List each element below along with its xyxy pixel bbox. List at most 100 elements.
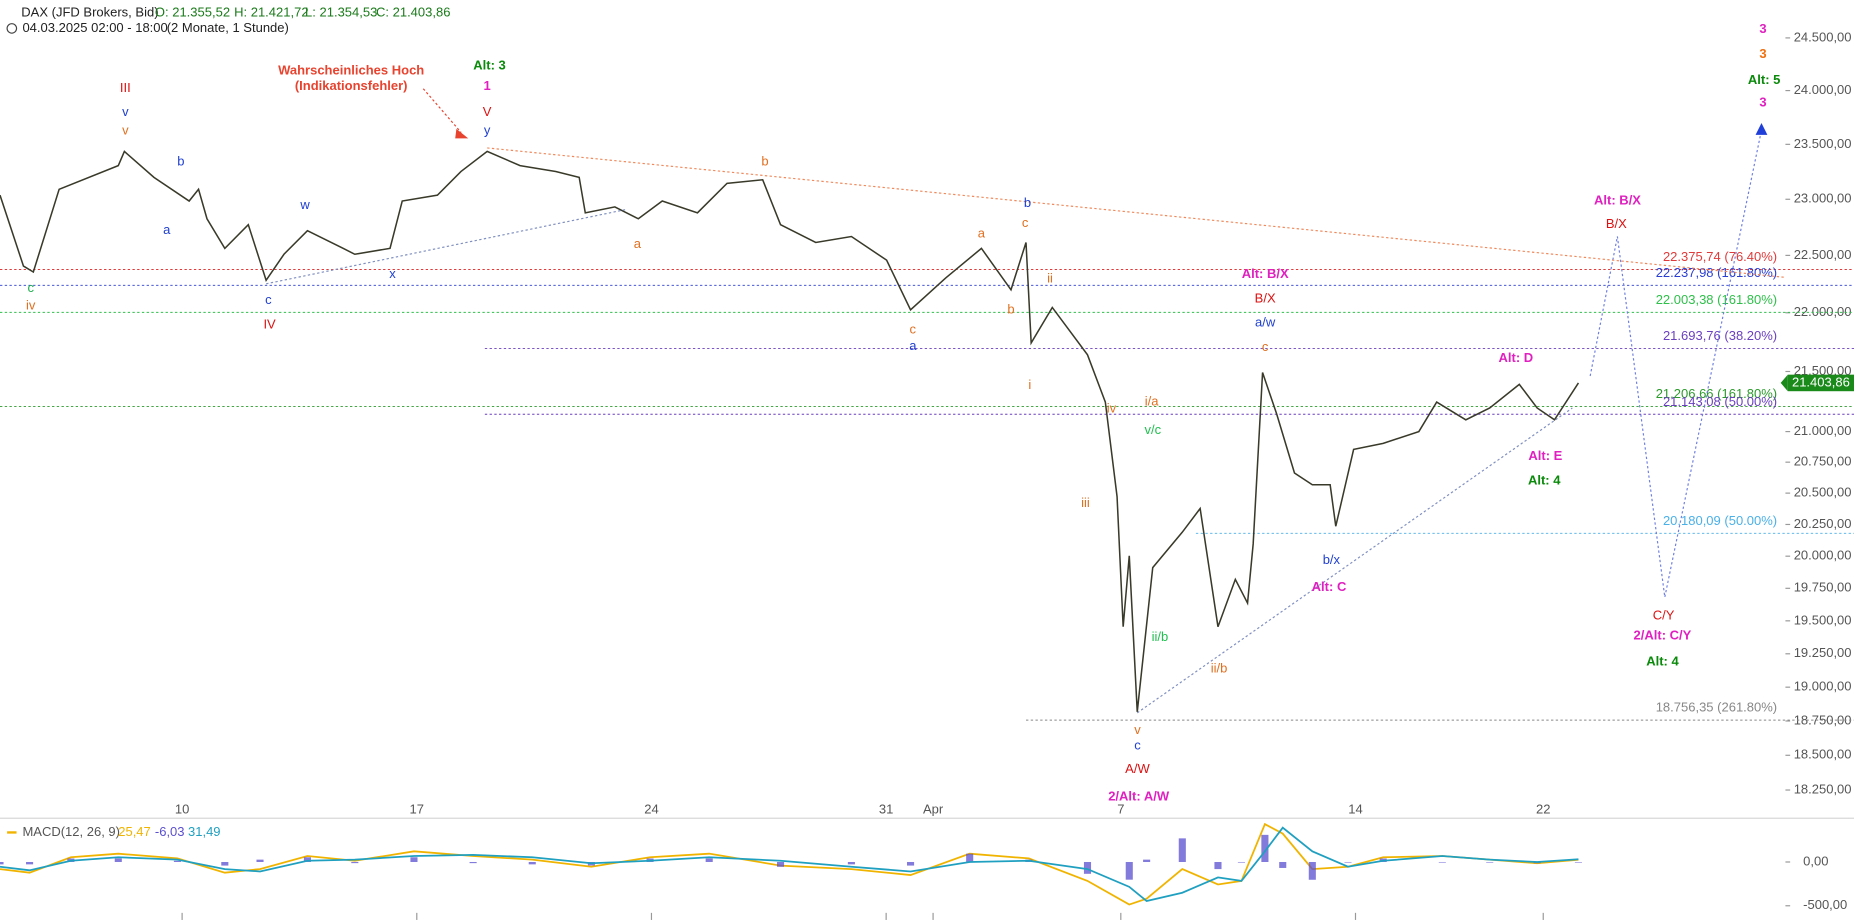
wave-label: c [265, 292, 272, 307]
wave-label: A/W [1125, 761, 1150, 776]
macd-histogram-bar [1486, 861, 1494, 863]
wave-label: a/w [1255, 314, 1276, 329]
wave-label: iv [1107, 401, 1117, 416]
fib-label: 22.003,38 (161.80%) [1656, 292, 1777, 307]
macd-y-tick-label: -500,00 [1803, 897, 1847, 912]
y-tick-label: 18.500,00 [1794, 747, 1852, 762]
x-tick-label: 17 [410, 801, 424, 816]
x-tick-label: 14 [1348, 801, 1362, 816]
projection-line [1136, 407, 1573, 714]
macd-histogram-bar [410, 857, 418, 862]
macd-histogram-bar [705, 858, 713, 862]
macd-histogram-bar [26, 861, 34, 865]
y-tick-label: 23.000,00 [1794, 191, 1852, 206]
wave-label: V [483, 104, 492, 119]
macd-histogram-bar [1083, 861, 1092, 874]
wave-label: ii/b [1211, 661, 1228, 676]
wave-label: c [27, 280, 34, 295]
wave-label: v [122, 104, 129, 119]
projection-line [266, 208, 627, 285]
wave-label: c [910, 321, 917, 336]
y-tick-label: 24.500,00 [1794, 29, 1852, 44]
y-tick-label: 20.750,00 [1794, 454, 1852, 469]
y-tick-label: 22.500,00 [1794, 247, 1852, 262]
wave-label: Alt: 5 [1748, 72, 1781, 87]
macd-histogram-bar [1143, 859, 1151, 862]
macd-histogram-bar [776, 861, 785, 867]
wave-label: Wahrscheinliches Hoch [278, 62, 424, 77]
macd-histogram-bar [1125, 861, 1133, 880]
macd-histogram-bar [1261, 834, 1269, 862]
x-tick-label: 24 [644, 801, 658, 816]
wave-label: c [1134, 738, 1141, 753]
macd-histogram-bar [966, 853, 974, 862]
wave-label: Alt: E [1528, 448, 1562, 463]
wave-label: b [761, 153, 768, 168]
wave-label: b/x [1323, 552, 1341, 567]
wave-label: 2/Alt: A/W [1108, 788, 1170, 803]
wave-label: a [634, 236, 642, 251]
wave-label: iv [26, 298, 36, 313]
wave-label: w [299, 197, 310, 212]
fib-label: 21.693,76 (38.20%) [1663, 328, 1777, 343]
x-tick-label: 7 [1117, 801, 1124, 816]
clock-icon [6, 23, 18, 34]
wave-label: Alt: B/X [1594, 192, 1641, 207]
wave-label: b [1024, 195, 1031, 210]
macd-histogram-bar [1438, 861, 1446, 863]
last-price-tag [1787, 374, 1854, 392]
fib-label: 22.237,98 (161.80%) [1656, 265, 1777, 280]
fib-label: 20.180,09 (50.00%) [1663, 513, 1777, 528]
wave-label: v [1134, 722, 1141, 737]
macd-line [0, 826, 1579, 903]
wave-label: B/X [1606, 216, 1627, 231]
ohlc-open: O: 21.355,52 [155, 4, 230, 19]
y-tick-label: 22.000,00 [1794, 304, 1852, 319]
y-tick-label: 21.500,00 [1794, 363, 1852, 378]
macd-histogram-bar [1214, 861, 1222, 870]
macd-value-label: 25,47 [118, 824, 151, 839]
projection-line [1589, 130, 1763, 598]
y-tick-label: 20.000,00 [1794, 548, 1852, 563]
wave-label: Alt: D [1498, 350, 1533, 365]
wave-label: b [1007, 301, 1014, 316]
macd-histogram-bar [1344, 861, 1352, 863]
wave-label: Alt: B/X [1242, 266, 1289, 281]
last-price-pointer [1780, 374, 1788, 392]
y-tick-label: 21.000,00 [1794, 423, 1852, 438]
arrow-head [1755, 123, 1768, 135]
wave-label: Alt: 4 [1528, 473, 1561, 488]
x-tick-label: 22 [1536, 801, 1550, 816]
wave-label: C/Y [1653, 608, 1675, 623]
wave-label: B/X [1255, 291, 1276, 306]
wave-label: y [484, 123, 491, 138]
price-line [0, 150, 1580, 712]
macd-histogram-bar [1178, 838, 1186, 862]
symbol: DAX (JFD Brokers, Bid) [21, 4, 158, 19]
wave-label: 3 [1759, 21, 1766, 36]
y-tick-label: 19.500,00 [1794, 612, 1852, 627]
y-tick-label: 18.250,00 [1794, 781, 1852, 796]
wave-label: iii [1081, 495, 1090, 510]
wave-label: 3 [1759, 46, 1766, 61]
wave-label: i/a [1145, 394, 1160, 409]
y-tick-label: 19.250,00 [1794, 645, 1852, 660]
fib-label: 22.375,74 (76.40%) [1663, 249, 1777, 264]
wave-label: ii [1047, 271, 1053, 286]
ohlc-low: L: 21.354,53 [305, 4, 377, 19]
annotation-arrow [422, 88, 462, 133]
y-tick-label: 20.500,00 [1794, 485, 1852, 500]
wave-label: ii/b [1152, 629, 1169, 644]
macd-histogram-bar [1237, 861, 1245, 863]
fib-label: 18.756,35 (261.80%) [1656, 700, 1777, 715]
wave-label: Alt: 4 [1646, 654, 1679, 669]
macd-histogram-bar [351, 861, 359, 864]
wave-label: III [120, 80, 131, 95]
last-price-label: 21.403,86 [1792, 374, 1850, 389]
wave-label: v [122, 123, 129, 138]
ohlc-close: C: 21.403,86 [376, 4, 450, 19]
date-range: 04.03.2025 02:00 - 18:00 [22, 20, 167, 35]
wave-label: x [389, 266, 396, 281]
wave-label: 2/Alt: C/Y [1634, 628, 1692, 643]
x-tick-label: 10 [175, 801, 189, 816]
